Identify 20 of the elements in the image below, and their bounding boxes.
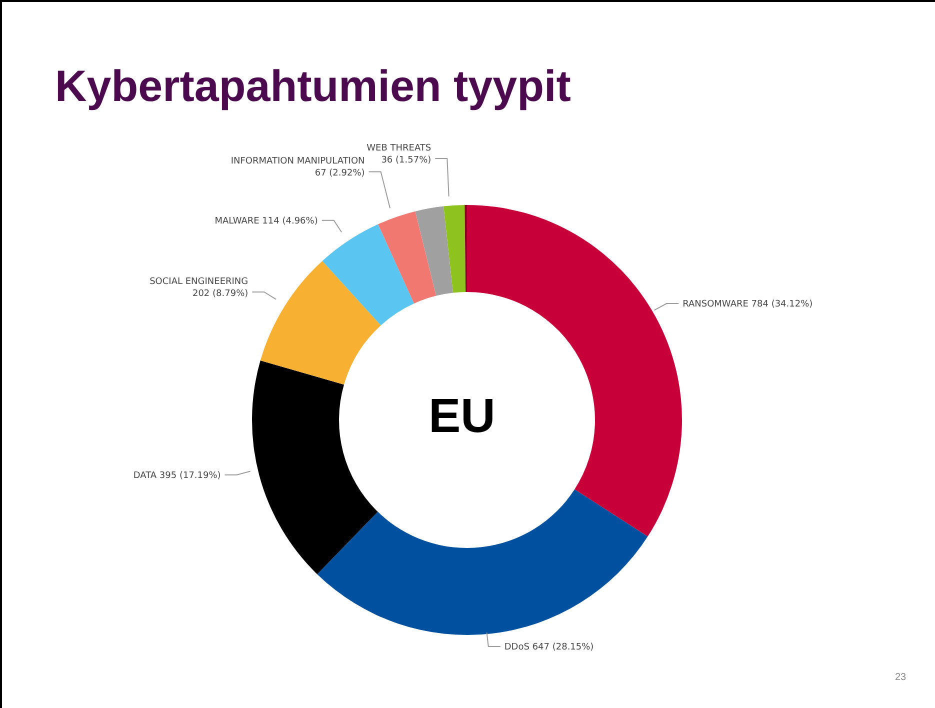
donut-slice: [415, 206, 454, 296]
donut-slice: [317, 489, 648, 635]
donut-slice: [252, 360, 378, 574]
data-label: 36 (1.57%): [381, 155, 432, 166]
chart-title: Kybertapahtumien tyypit: [55, 62, 571, 112]
donut-slice: [322, 224, 414, 326]
text: 23: [895, 672, 906, 683]
slice-label: WEB THREATS: [366, 143, 432, 154]
slice-label: INFORMATION MANIPULATION: [230, 156, 365, 167]
data-label: 67 (2.92%): [314, 168, 365, 179]
text: EU: [428, 390, 496, 443]
slice-label: SOCIAL ENGINEERING: [150, 276, 248, 287]
slice-label: RANSOMWARE 784 (34.12%): [682, 300, 813, 310]
slice-label: MALWARE 114 (4.96%): [214, 216, 318, 226]
slice-label: DATA 395 (17.19%): [133, 470, 221, 481]
donut-slice: [444, 205, 466, 293]
donut-slice: [378, 211, 436, 304]
data-label: 202 (8.79%): [192, 288, 248, 299]
slice-label: DDoS 647 (28.15%): [504, 642, 594, 652]
donut-slice: [260, 260, 381, 385]
